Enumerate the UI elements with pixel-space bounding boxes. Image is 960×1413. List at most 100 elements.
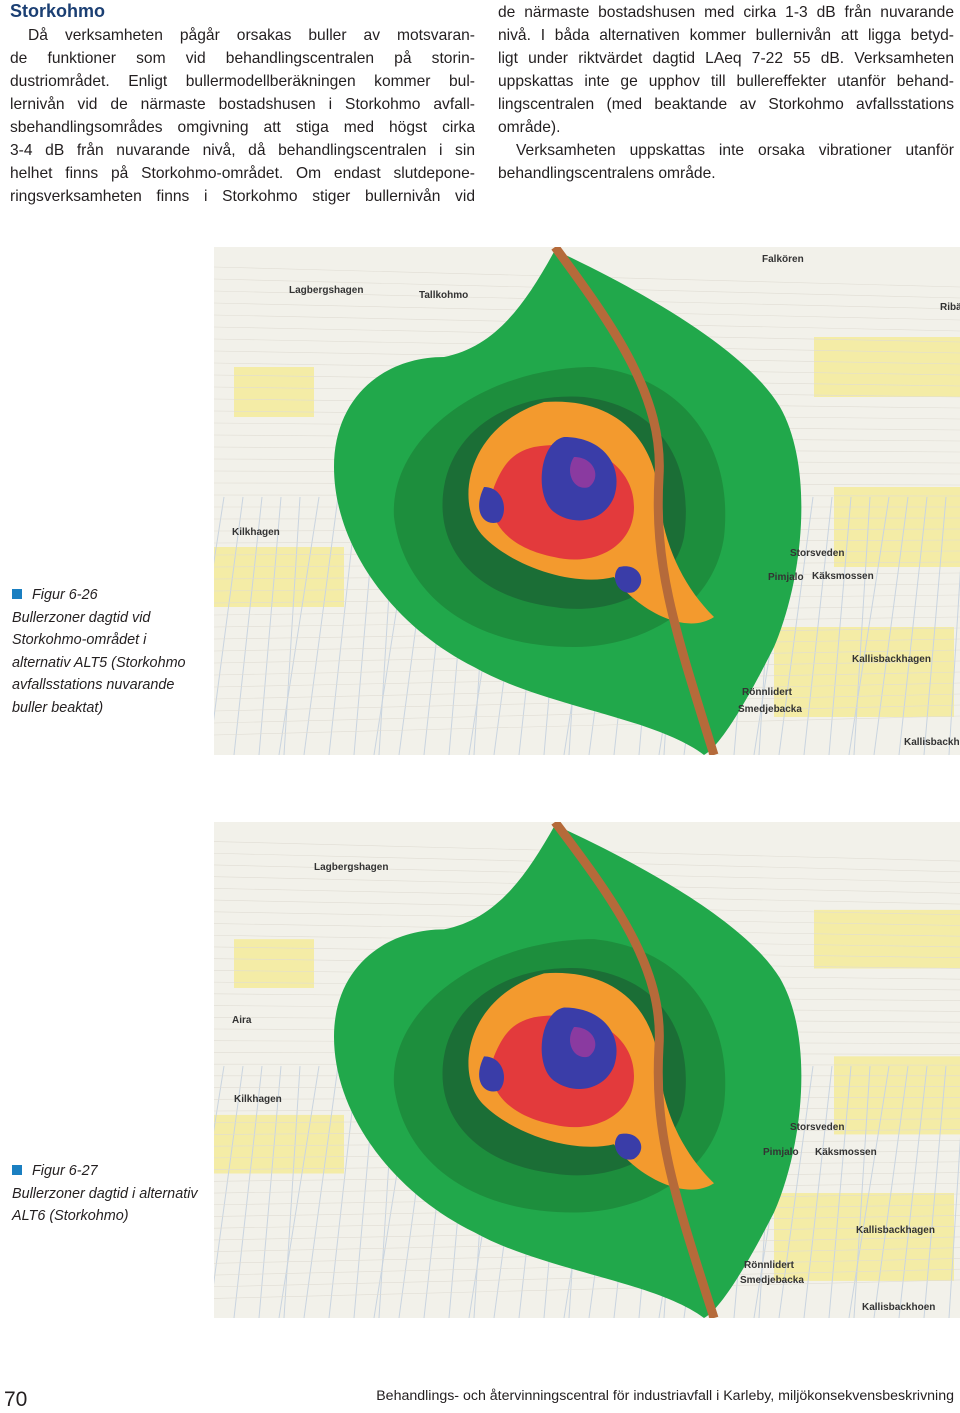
map-label: Kilkhagen	[232, 527, 280, 538]
text-line: helhet finns på Storkohmo-området. Om en…	[10, 165, 475, 182]
field	[774, 1193, 954, 1281]
caption-line: alternativ ALT5 (Storkohmo	[12, 654, 186, 671]
map-label: Pimjalo	[768, 572, 804, 583]
map-label: Kallisbackhagen	[852, 654, 931, 665]
text-line: Då verksamheten pågår orsakas buller av …	[28, 27, 475, 44]
map-line	[803, 496, 833, 755]
caption-line: ALT6 (Storkohmo)	[12, 1208, 129, 1224]
caption-line: Storkohmo-området i	[12, 632, 147, 648]
map-label: Käksmossen	[812, 571, 874, 582]
zone	[614, 566, 642, 593]
map-line	[803, 1066, 833, 1318]
map-line	[214, 1066, 225, 1133]
text-line: behandlingscentralens område.	[498, 165, 716, 182]
map-line	[948, 569, 960, 755]
map-line	[873, 1066, 909, 1318]
noise-zones	[334, 822, 802, 1318]
map-label: Kallisbackho	[904, 737, 960, 748]
noise-map: Lagbergshagen Aira Kilkhagen Storsveden Pimj…	[214, 822, 960, 1318]
caption-line: avfallsstations nuvarande	[12, 677, 175, 693]
left-column: Då verksamheten pågår orsakas buller av …	[10, 24, 475, 208]
text-line: lingscentralen (med beaktande av Storkoh…	[498, 96, 954, 113]
map-line	[898, 1066, 928, 1318]
field	[834, 487, 960, 567]
map-line	[214, 1268, 960, 1288]
field	[814, 909, 960, 969]
caption-line: buller beaktat)	[12, 699, 104, 716]
map-line	[873, 496, 909, 755]
road	[551, 247, 719, 755]
figure-caption: Figur 6-26 Bullerzoner dagtid vid Storkohm…	[12, 584, 186, 719]
map-label: Käksmossen	[815, 1147, 877, 1158]
page-number: 70	[4, 1388, 28, 1411]
zone	[614, 1133, 642, 1160]
map-line	[848, 1066, 890, 1318]
text-line: ringsverksamheten finns i Storkohmo stig…	[10, 188, 475, 205]
map-label: Rönnlidert	[744, 1260, 795, 1271]
map-label: Ribä	[940, 302, 960, 313]
map-line	[778, 496, 814, 755]
right-column: de närmaste bostadshusen med cirka 1-3 d…	[498, 1, 954, 185]
road	[551, 822, 719, 1318]
field	[234, 939, 314, 988]
figure-caption: Figur 6-27 Bullerzoner dagtid i alternati…	[12, 1160, 198, 1228]
field	[214, 1114, 344, 1174]
map-label: Lagbergshagen	[289, 285, 363, 296]
text-line: de funktioner som vid behandlingscentral…	[10, 50, 475, 67]
map-line	[898, 496, 928, 755]
map-line	[778, 1066, 814, 1318]
field	[234, 367, 314, 417]
text-line: uppskattas inte ge upphov till bullereff…	[498, 73, 954, 90]
zone	[479, 1056, 504, 1092]
figure-label: Figur 6-27	[12, 1160, 198, 1183]
map-label: Rönnlidert	[742, 687, 793, 698]
map-label: Storsveden	[790, 548, 844, 559]
map-label: Tallkohmo	[419, 290, 468, 301]
noise-zones	[334, 247, 802, 755]
map-line	[303, 496, 339, 755]
field	[214, 547, 344, 607]
zone	[569, 457, 596, 488]
map-line	[923, 496, 947, 755]
map-label: Kallisbackhagen	[856, 1225, 935, 1236]
map-line	[923, 1066, 947, 1318]
map-label: Kilkhagen	[234, 1094, 282, 1105]
text-line: ligt under riktvärdet dagtid LAeq 7-22 5…	[498, 50, 954, 67]
map-line	[828, 496, 852, 755]
text-line: dustriområdet. Enligt bullermodellberäkn…	[10, 73, 475, 90]
map-line	[214, 496, 225, 565]
map-label: Smedjebacka	[740, 1275, 804, 1286]
caption-line: Bullerzoner dagtid i alternativ	[12, 1185, 198, 1202]
map-line	[233, 1066, 263, 1318]
map-line	[214, 496, 244, 721]
map-line	[948, 1136, 960, 1318]
map-line	[848, 496, 890, 755]
footer-text: Behandlings- och återvinningscentral för…	[376, 1388, 954, 1404]
field	[834, 1056, 960, 1135]
map-line	[853, 496, 871, 755]
map-label: Smedjebacka	[738, 704, 802, 715]
text-line: de närmaste bostadshusen med cirka 1-3 d…	[498, 4, 954, 21]
map-line	[214, 1066, 244, 1285]
map-line	[303, 1066, 339, 1318]
field	[774, 627, 954, 717]
map-line	[233, 496, 263, 755]
map-line	[214, 715, 960, 736]
map-label: Falkören	[762, 254, 804, 265]
noise-map: Lagbergshagen Tallkohmo Falkören Ribä Kilkha…	[214, 247, 960, 755]
heading: Storkohmo	[10, 1, 106, 21]
map-label: Lagbergshagen	[314, 862, 388, 873]
map-line	[828, 1066, 852, 1318]
text-line: sbehandlingsområdes omgivning att stiga …	[10, 119, 475, 136]
text-line: område).	[498, 119, 561, 136]
zone	[569, 1027, 596, 1058]
map-label: Storsveden	[790, 1122, 844, 1133]
text-line: 3-4 dB från nuvarande nivå, då behandlin…	[10, 142, 475, 159]
text-line: lernivån vid de närmaste bostadshusen i …	[10, 96, 475, 113]
text-line: Verksamheten uppskattas inte orsaka vibr…	[516, 142, 954, 159]
map-label: Aira	[232, 1015, 252, 1026]
caption-line: Bullerzoner dagtid vid	[12, 609, 151, 626]
map-line	[214, 1279, 960, 1299]
map-label: Kallisbackhoen	[862, 1302, 935, 1313]
